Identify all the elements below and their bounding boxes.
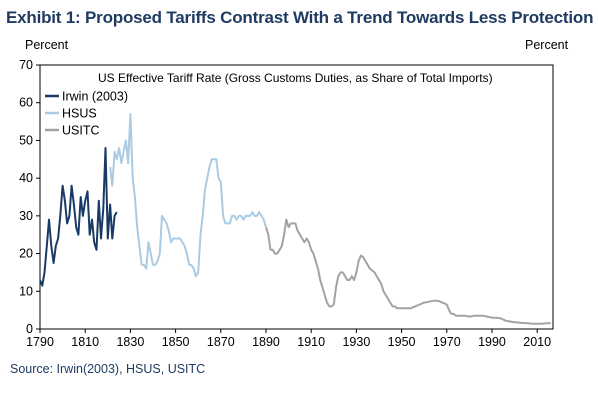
x-axis: 1790 1810 1830 1850 1870 1890 1910 1930 1950 1970…: [26, 329, 551, 349]
x-tick-label: 1970: [433, 335, 461, 349]
chart-title: Exhibit 1: Proposed Tariffs Contrast Wit…: [6, 8, 594, 27]
series-line-usitc: [265, 218, 551, 325]
legend: Irwin (2003) HSUS USITC: [45, 90, 128, 138]
x-tick-label: 1950: [388, 335, 416, 349]
series-line-irwin-2003: [39, 147, 118, 287]
plot-frame: [39, 64, 554, 330]
chart-subtitle: US Effective Tariff Rate (Gross Customs …: [98, 71, 493, 85]
x-tick-label: 1930: [342, 335, 370, 349]
source-note: Source: Irwin(2003), HSUS, USITC: [10, 362, 206, 376]
series-lines: [39, 113, 551, 325]
x-tick-label: 1890: [252, 335, 280, 349]
y-tick-label: 30: [19, 209, 33, 223]
y-tick-label: 60: [19, 96, 33, 110]
y-tick-label: 70: [19, 58, 33, 72]
y-axis: 0 10 20 30 40 50 60 70: [19, 58, 40, 336]
x-tick-label: 1910: [297, 335, 325, 349]
x-tick-label: 1810: [71, 335, 99, 349]
x-tick-label: 1850: [162, 335, 190, 349]
y-tick-label: 0: [26, 322, 33, 336]
legend-label: USITC: [62, 124, 100, 138]
y-axis-unit-left: Percent: [25, 38, 69, 52]
x-tick-label: 1830: [116, 335, 144, 349]
x-tick-label: 1990: [478, 335, 506, 349]
y-tick-label: 50: [19, 133, 33, 147]
y-axis-unit-right: Percent: [525, 38, 569, 52]
x-tick-label: 1790: [26, 335, 54, 349]
y-tick-label: 10: [19, 284, 33, 298]
y-tick-label: 40: [19, 171, 33, 185]
legend-label: HSUS: [62, 107, 97, 121]
x-tick-label: 2010: [523, 335, 551, 349]
series-line-hsus: [109, 113, 267, 278]
x-tick-label: 1870: [207, 335, 235, 349]
y-tick-label: 20: [19, 247, 33, 261]
legend-label: Irwin (2003): [62, 90, 128, 104]
